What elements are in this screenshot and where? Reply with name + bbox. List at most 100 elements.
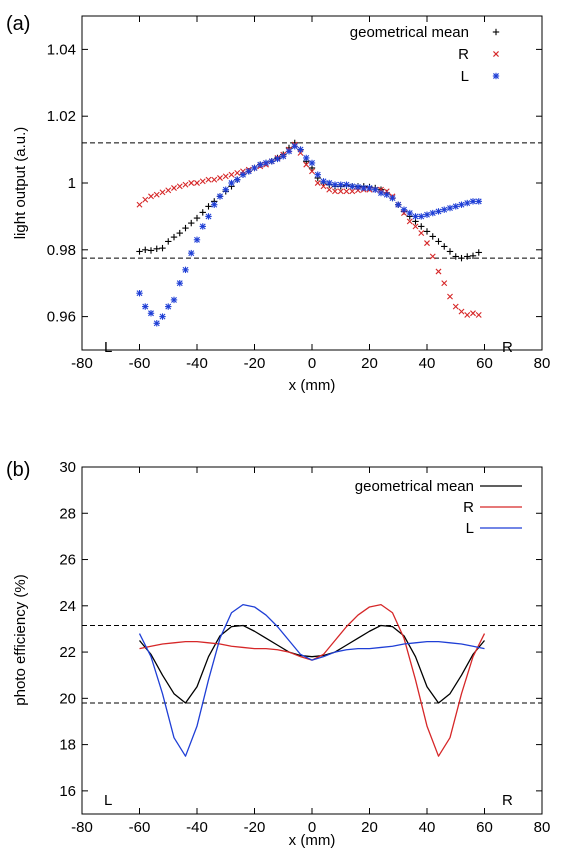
x-tick-label: 40 — [419, 355, 436, 372]
point-l — [268, 158, 275, 165]
point-r — [148, 193, 154, 200]
x-tick-label: 40 — [419, 819, 436, 836]
point-l — [326, 179, 333, 187]
point-l — [245, 168, 252, 175]
point-l — [337, 181, 344, 188]
point-r — [228, 171, 235, 178]
point-geometrical-mean — [176, 229, 183, 237]
point-geometrical-mean — [475, 249, 482, 256]
point-r — [217, 175, 223, 181]
point-l — [423, 211, 431, 218]
point-l — [188, 249, 195, 257]
point-l — [406, 209, 413, 217]
panel-b-legend-label-l: L — [466, 520, 474, 537]
point-l — [216, 193, 224, 200]
legend-marker-geometrical-mean — [492, 28, 500, 36]
point-l — [469, 198, 477, 205]
y-tick-label: 28 — [59, 505, 76, 522]
x-tick-label: 60 — [476, 355, 493, 372]
panel-a-plot-frame — [81, 15, 543, 351]
panel-a-ticks: -80 -60 -40 -20 0 20 40 60 80 0.96 0.98 1 1.02 1.04 — [47, 16, 551, 372]
point-l — [400, 206, 408, 213]
point-r — [314, 180, 321, 186]
x-tick-label: -20 — [244, 819, 266, 836]
y-tick-label: 22 — [59, 644, 76, 661]
point-geometrical-mean — [165, 238, 172, 245]
panel-b-legend-label-geometrical-mean: geometrical mean — [355, 478, 474, 495]
x-tick-label: -60 — [129, 819, 151, 836]
point-geometrical-mean — [142, 246, 149, 253]
point-geometrical-mean — [205, 203, 212, 210]
point-l — [205, 213, 212, 220]
point-l — [458, 201, 465, 208]
point-r — [153, 191, 160, 198]
point-l — [280, 153, 287, 160]
point-r — [452, 303, 459, 310]
point-r — [332, 188, 338, 195]
point-l — [435, 208, 442, 215]
point-geometrical-mean — [435, 238, 442, 245]
y-tick-label: 18 — [59, 737, 76, 754]
panel-a-reference-lines — [82, 142, 542, 259]
point-r — [343, 188, 350, 195]
panel-b: (b) -80 -60 -40 -20 0 20 40 60 80 16 18 20 22 24 26 28 3… — [6, 459, 550, 849]
y-tick-label: 1.02 — [47, 108, 76, 125]
point-r — [165, 187, 172, 194]
point-l — [349, 183, 356, 190]
y-tick-label: 1.04 — [47, 41, 76, 58]
y-tick-label: 30 — [59, 459, 76, 476]
x-tick-label: 80 — [534, 355, 551, 372]
y-tick-label: 20 — [59, 690, 76, 707]
x-tick-label: 0 — [308, 355, 316, 372]
x-tick-label: 80 — [534, 819, 551, 836]
panel-b-x-axis-label: x (mm) — [289, 832, 336, 849]
panel-b-reference-lines — [82, 624, 542, 704]
point-r — [234, 170, 241, 176]
point-geometrical-mean — [147, 247, 155, 254]
point-geometrical-mean — [418, 223, 425, 230]
point-l — [389, 194, 396, 202]
point-r — [447, 293, 453, 300]
point-geometrical-mean — [446, 248, 454, 255]
point-l — [262, 159, 270, 167]
panel-b-legend: geometrical mean R L — [355, 478, 522, 537]
point-l — [372, 186, 379, 193]
point-geometrical-mean — [136, 248, 143, 255]
panel-b-legend-label-r: R — [463, 499, 474, 516]
point-l — [136, 290, 143, 297]
point-geometrical-mean — [429, 233, 436, 240]
point-geometrical-mean — [464, 253, 471, 260]
panel-a-legend-label-l: L — [461, 68, 469, 85]
panel-a-corner-label-right: R — [502, 339, 513, 356]
x-tick-label: 20 — [361, 355, 378, 372]
point-geometrical-mean — [199, 209, 206, 216]
point-r — [429, 253, 436, 260]
point-r — [176, 183, 183, 190]
panel-a-data-points — [136, 139, 482, 327]
point-l — [418, 213, 425, 220]
point-geometrical-mean — [452, 253, 459, 260]
point-l — [274, 155, 281, 163]
point-r — [424, 240, 430, 247]
point-r — [320, 183, 327, 190]
point-r — [435, 268, 442, 275]
point-l — [297, 146, 304, 153]
point-r — [136, 201, 143, 208]
point-r — [303, 161, 310, 168]
series-line-r — [139, 603, 486, 757]
point-l — [308, 159, 316, 167]
point-r — [211, 176, 218, 183]
panel-a-x-axis-label: x (mm) — [289, 377, 336, 394]
point-l — [170, 296, 178, 304]
point-l — [147, 310, 155, 317]
point-r — [182, 181, 189, 188]
x-tick-label: -40 — [186, 819, 208, 836]
point-r — [194, 180, 200, 186]
y-tick-label: 26 — [59, 552, 76, 569]
point-r — [475, 311, 482, 318]
point-l — [153, 320, 160, 327]
point-l — [211, 201, 218, 208]
point-r — [406, 218, 413, 225]
point-r — [188, 180, 195, 186]
